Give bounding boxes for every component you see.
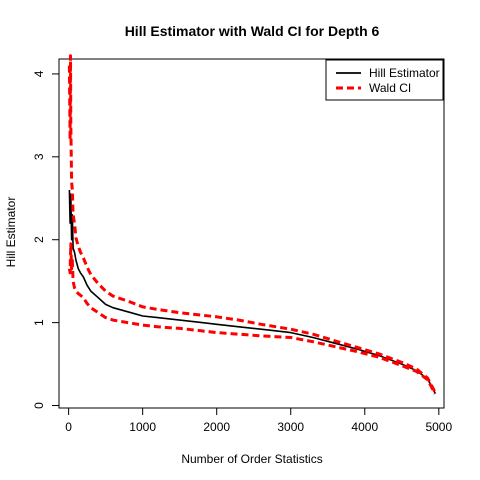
hill-estimator-line [68,189,436,394]
x-tick-label: 2000 [203,420,230,434]
y-axis-label: Hill Estimator [4,197,18,268]
y-tick-label: 4 [32,70,46,77]
x-tick-label: 1000 [129,420,156,434]
wald-ci-lower-line [67,242,437,395]
chart-title: Hill Estimator with Wald CI for Depth 6 [125,23,380,39]
x-tick-label: 4000 [351,420,378,434]
legend-label-wald-ci: Wald CI [369,81,411,95]
y-tick-label: 0 [32,402,46,409]
legend-label-hill-estimator: Hill Estimator [369,66,440,80]
x-tick-label: 0 [65,420,72,434]
y-tick-label: 2 [32,236,46,243]
wald-ci-upper-line [67,54,437,393]
legend-box [325,59,444,101]
y-tick-label: 3 [32,153,46,160]
x-axis-label: Number of Order Statistics [181,452,322,466]
plot-area: 0 1000 2000 3000 4000 5000 0 1 2 3 4 [32,54,452,434]
x-tick-label: 5000 [425,420,452,434]
plot-frame [58,58,445,409]
y-tick-label: 1 [32,319,46,326]
x-tick-label: 3000 [277,420,304,434]
